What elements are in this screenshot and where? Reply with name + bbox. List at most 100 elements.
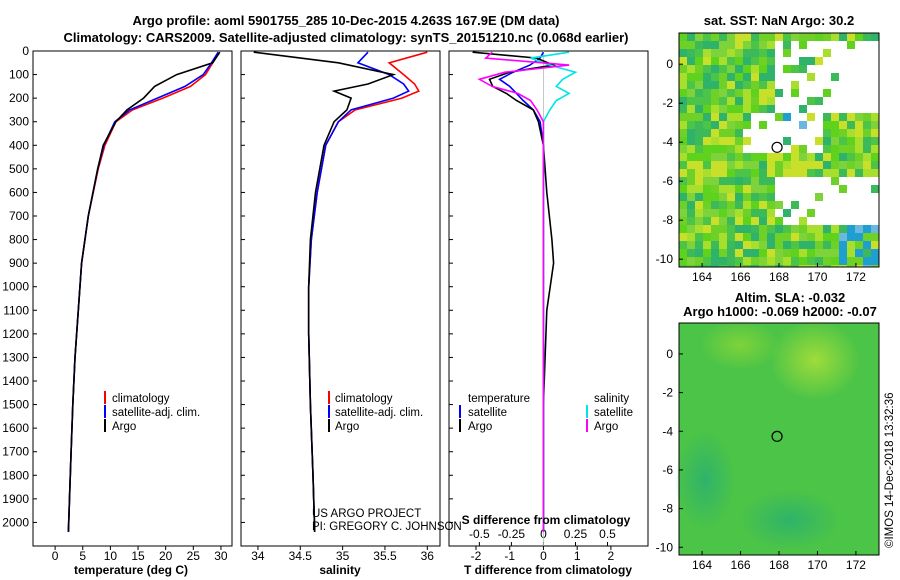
s-tick-label: 0.25 <box>564 527 588 541</box>
legend-s-argo: Argo <box>594 421 618 433</box>
temperature-line-argo <box>67 51 221 532</box>
lon-tick-label: 172 <box>846 270 866 284</box>
sst-cell <box>703 57 711 65</box>
sst-cell <box>847 169 855 177</box>
sst-cell <box>799 225 807 233</box>
sst-map-ticks: 164 166 168 170 172 0 -2 -4 -6 -8 -10 <box>656 57 867 284</box>
salinity-legend: climatology satellite-adj. clim. Argo <box>328 391 423 433</box>
lon-tick-label: 164 <box>692 558 712 572</box>
sst-cell <box>719 73 727 81</box>
x-tick-label: 0 <box>540 549 547 563</box>
sst-cell <box>847 113 855 121</box>
sst-cell <box>743 105 751 113</box>
sst-cell <box>679 241 687 249</box>
sst-cell <box>695 121 703 129</box>
x-tick-label: 5 <box>79 549 86 563</box>
sst-cell <box>855 161 863 169</box>
sst-cell <box>831 129 839 137</box>
sst-cell <box>687 145 695 153</box>
x-tick-label: 15 <box>131 549 145 563</box>
sst-cell <box>695 97 703 105</box>
sst-cell <box>719 193 727 201</box>
sst-cell <box>863 265 871 267</box>
sst-cell <box>799 257 807 265</box>
sst-cell <box>703 113 711 121</box>
sst-cell <box>687 137 695 145</box>
sst-cell <box>719 225 727 233</box>
sst-cell <box>743 41 751 49</box>
sst-cell <box>847 241 855 249</box>
sst-cell <box>703 81 711 89</box>
sst-cell <box>719 113 727 121</box>
sla-high-anomaly <box>770 320 860 400</box>
sst-cell <box>679 193 687 201</box>
sst-cell <box>863 225 871 233</box>
sst-cell <box>727 257 735 265</box>
sst-cell <box>743 33 751 41</box>
lat-tick-label: -6 <box>662 174 673 188</box>
sst-cell <box>695 129 703 137</box>
sst-cell <box>783 33 791 41</box>
sst-cell <box>743 201 751 209</box>
sst-cell <box>831 73 839 81</box>
sst-cell <box>743 209 751 217</box>
sst-cell <box>711 129 719 137</box>
sst-cell <box>703 41 711 49</box>
sst-cell <box>751 169 759 177</box>
sst-cell <box>679 145 687 153</box>
sst-cell <box>679 201 687 209</box>
sst-cell <box>815 233 823 241</box>
sst-cell <box>703 145 711 153</box>
sst-cell <box>679 49 687 57</box>
sla-map-ticks: 164 166 168 170 172 0 -2 -4 -6 -8 -10 <box>656 347 867 572</box>
sst-cell <box>719 153 727 161</box>
sst-cell <box>711 65 719 73</box>
sst-cell <box>719 41 727 49</box>
sst-cell <box>735 81 743 89</box>
legend-argo: Argo <box>112 421 136 433</box>
sst-cell <box>775 113 783 121</box>
difference-lines <box>472 51 578 546</box>
sst-cell <box>727 41 735 49</box>
depth-tick-label: 1300 <box>2 350 29 364</box>
sst-cell <box>743 73 751 81</box>
argo-location-marker <box>771 141 783 153</box>
sst-cell <box>679 169 687 177</box>
sst-cell <box>703 137 711 145</box>
sst-cell <box>695 137 703 145</box>
sla-high-anomaly <box>700 320 780 370</box>
sst-cell <box>759 193 767 201</box>
sst-cell <box>871 257 879 265</box>
sst-cell <box>791 145 799 153</box>
sst-cell <box>695 177 703 185</box>
sst-cell <box>759 73 767 81</box>
sst-cell <box>831 153 839 161</box>
sst-cell <box>751 153 759 161</box>
legend-salinity-title: salinity <box>594 393 629 405</box>
sst-cell <box>679 33 687 41</box>
figure-title-line2: Climatology: CARS2009. Satellite-adjuste… <box>64 30 629 45</box>
sst-cell <box>759 169 767 177</box>
depth-tick-label: 600 <box>9 185 29 199</box>
sst-cell <box>791 225 799 233</box>
temperature-plot-frame <box>32 50 233 547</box>
sst-cell <box>735 257 743 265</box>
sst-cell <box>719 81 727 89</box>
sst-cell <box>679 161 687 169</box>
sst-cell <box>711 249 719 257</box>
sst-cell <box>839 233 847 241</box>
sst-cell <box>703 49 711 57</box>
sst-cell <box>751 201 759 209</box>
sst-cell <box>711 217 719 225</box>
difference-line-t-satellite <box>498 51 545 532</box>
sst-cell <box>687 249 695 257</box>
sst-cell <box>831 169 839 177</box>
sst-cell <box>871 169 879 177</box>
sst-cell <box>855 137 863 145</box>
sst-cell <box>871 33 879 41</box>
sst-cell <box>695 209 703 217</box>
lon-tick-label: 172 <box>846 558 866 572</box>
sst-cell <box>703 241 711 249</box>
sst-cell <box>711 73 719 81</box>
